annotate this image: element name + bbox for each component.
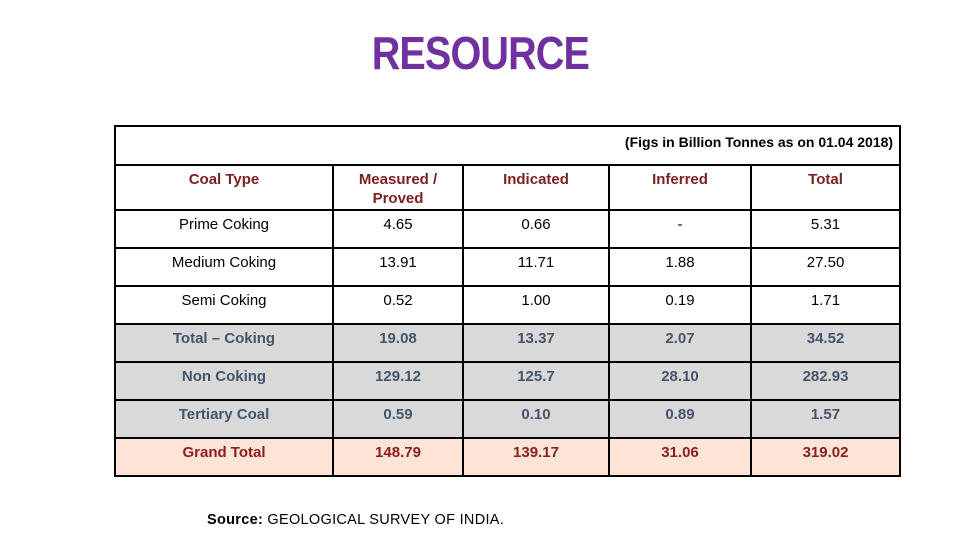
value-cell: 1.71 [749, 285, 902, 325]
table-header-row: Coal Type Measured / Proved Indicated In… [114, 164, 902, 211]
value-cell: 319.02 [749, 437, 902, 477]
table-row-total-coking: Total – Coking 19.08 13.37 2.07 34.52 [114, 323, 902, 363]
value-cell: 0.19 [608, 285, 752, 325]
coal-type-cell: Medium Coking [114, 247, 334, 287]
column-header-measured-proved: Measured / Proved [332, 164, 464, 211]
page-title: RESOURCE [0, 26, 960, 80]
source-note: Source: GEOLOGICAL SURVEY OF INDIA. [207, 512, 504, 528]
value-cell: 31.06 [608, 437, 752, 477]
value-cell: 125.7 [462, 361, 610, 401]
table-note-row: (Figs in Billion Tonnes as on 01.04 2018… [113, 125, 902, 166]
value-cell: 1.57 [749, 399, 902, 439]
coal-type-cell: Non Coking [114, 361, 334, 401]
coal-type-cell: Semi Coking [114, 285, 334, 325]
value-cell: 19.08 [332, 323, 464, 363]
coal-type-cell: Tertiary Coal [114, 399, 334, 439]
page-title-text: RESOURCE [371, 27, 589, 79]
value-cell: 11.71 [462, 247, 610, 287]
column-header-coal-type: Coal Type [114, 164, 334, 211]
value-cell: 139.17 [462, 437, 610, 477]
value-cell: 282.93 [749, 361, 902, 401]
coal-resource-table: (Figs in Billion Tonnes as on 01.04 2018… [113, 125, 902, 477]
value-cell: 13.91 [332, 247, 464, 287]
table-row-non-coking: Non Coking 129.12 125.7 28.10 282.93 [114, 361, 902, 401]
column-header-total: Total [749, 164, 902, 211]
table-row-semi-coking: Semi Coking 0.52 1.00 0.19 1.71 [114, 285, 902, 325]
value-cell: 2.07 [608, 323, 752, 363]
value-cell: 0.59 [332, 399, 464, 439]
source-text: GEOLOGICAL SURVEY OF INDIA. [263, 512, 505, 528]
value-cell: 5.31 [749, 209, 902, 249]
value-cell: 34.52 [749, 323, 902, 363]
column-header-inferred: Inferred [608, 164, 752, 211]
table-row-medium-coking: Medium Coking 13.91 11.71 1.88 27.50 [114, 247, 902, 287]
value-cell: 1.88 [608, 247, 752, 287]
value-cell: 0.66 [462, 209, 610, 249]
source-label: Source: [207, 512, 264, 528]
table-note: (Figs in Billion Tonnes as on 01.04 2018… [113, 125, 902, 166]
coal-type-cell: Prime Coking [114, 209, 334, 249]
value-cell: 148.79 [332, 437, 464, 477]
table-row-prime-coking: Prime Coking 4.65 0.66 - 5.31 [114, 209, 902, 249]
coal-type-cell: Total – Coking [114, 323, 334, 363]
coal-type-cell: Grand Total [114, 437, 334, 477]
value-cell: 4.65 [332, 209, 464, 249]
value-cell: 0.89 [608, 399, 752, 439]
value-cell: 27.50 [749, 247, 902, 287]
value-cell: 129.12 [332, 361, 464, 401]
column-header-indicated: Indicated [462, 164, 610, 211]
table-row-tertiary-coal: Tertiary Coal 0.59 0.10 0.89 1.57 [114, 399, 902, 439]
value-cell: 0.10 [462, 399, 610, 439]
value-cell: 0.52 [332, 285, 464, 325]
value-cell: - [608, 209, 752, 249]
table-row-grand-total: Grand Total 148.79 139.17 31.06 319.02 [114, 437, 902, 477]
value-cell: 1.00 [462, 285, 610, 325]
value-cell: 13.37 [462, 323, 610, 363]
value-cell: 28.10 [608, 361, 752, 401]
